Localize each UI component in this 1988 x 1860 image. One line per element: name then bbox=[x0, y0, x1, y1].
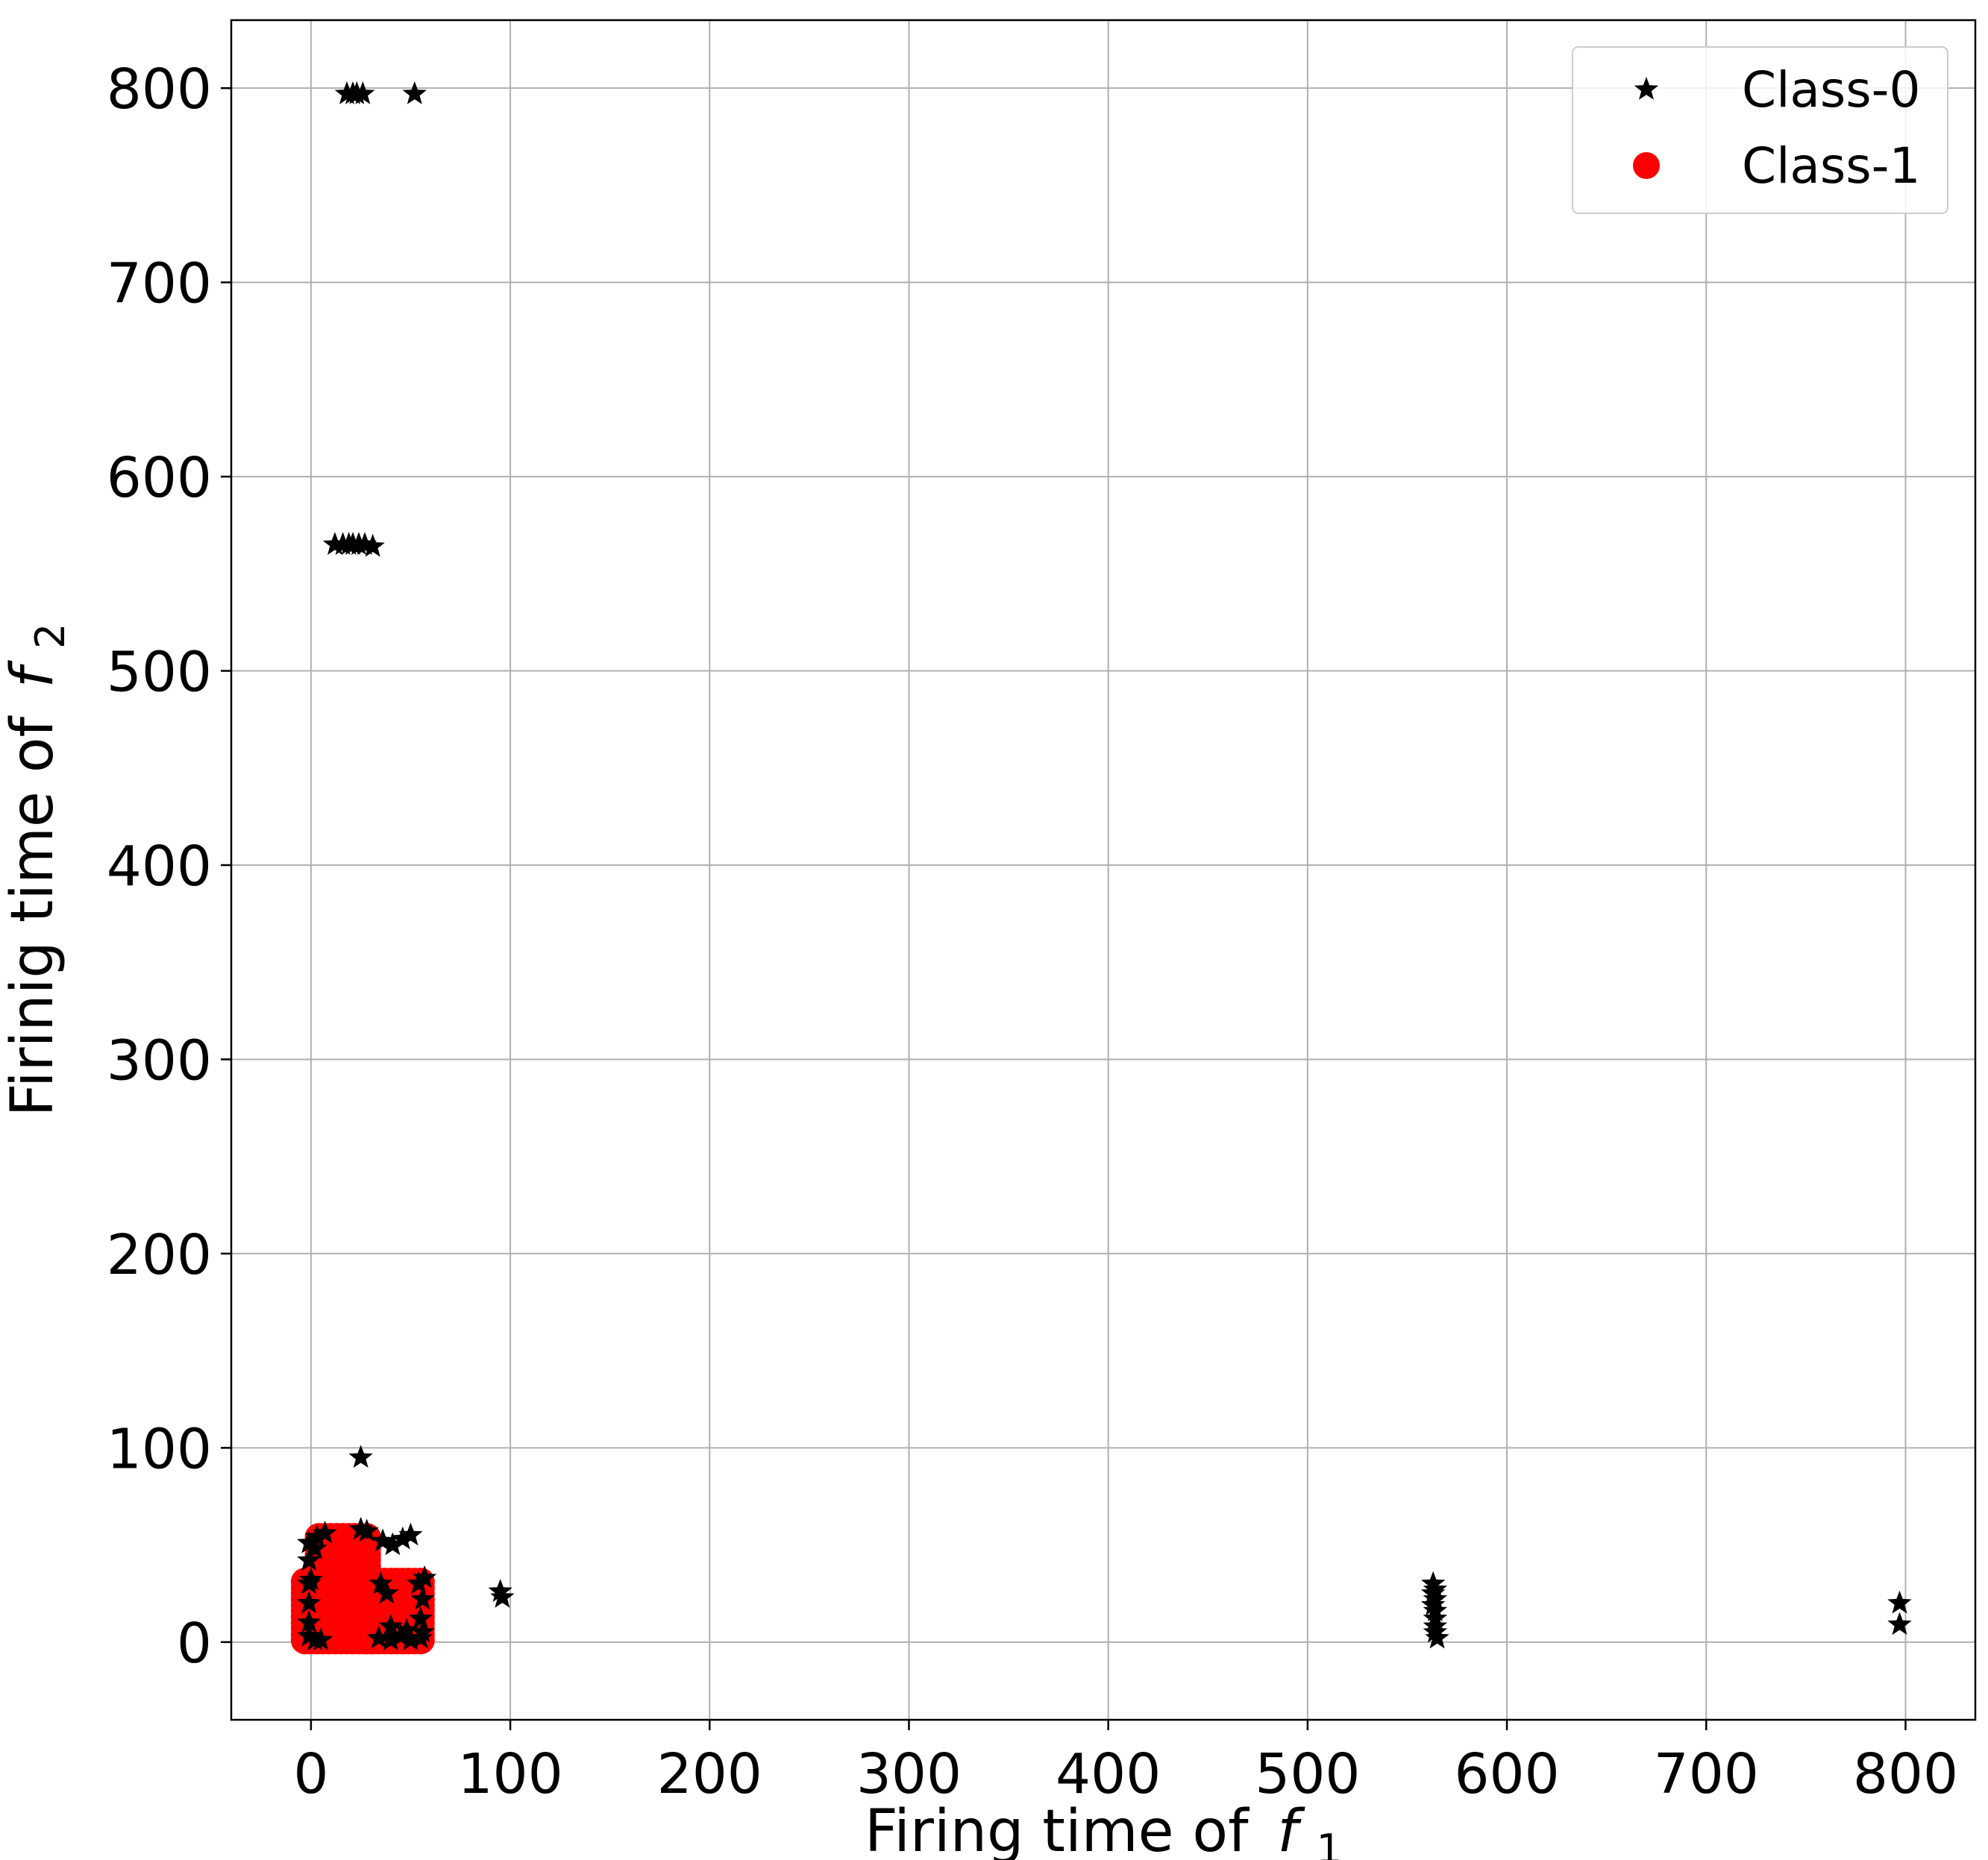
y-tick-label: 500 bbox=[107, 641, 212, 705]
x-tick-label: 100 bbox=[457, 1742, 562, 1806]
y-tick-label: 400 bbox=[107, 835, 212, 899]
class-0-point bbox=[398, 1522, 423, 1546]
y-axis-label-text: Firinig time of bbox=[0, 716, 66, 1117]
class-0-point bbox=[410, 1586, 435, 1610]
class-0-point bbox=[297, 1571, 322, 1594]
x-axis-label-subscript: 1 bbox=[1317, 1826, 1342, 1860]
class-0-point bbox=[304, 1524, 330, 1548]
x-tick-label: 0 bbox=[293, 1742, 328, 1806]
y-tick-label: 600 bbox=[107, 446, 212, 510]
class-0-point bbox=[389, 1624, 413, 1647]
class-0-point bbox=[297, 1590, 322, 1614]
class-0-point bbox=[374, 1580, 399, 1604]
y-tick-label: 0 bbox=[177, 1612, 212, 1676]
class-0-point bbox=[407, 1571, 431, 1594]
class-0-point bbox=[490, 1584, 515, 1608]
y-tick-label: 700 bbox=[107, 252, 212, 316]
x-tick-label: 400 bbox=[1056, 1742, 1161, 1806]
class-0-point bbox=[303, 1536, 327, 1559]
x-tick-label: 300 bbox=[856, 1742, 962, 1806]
grid bbox=[231, 20, 1975, 1720]
x-tick-label: 500 bbox=[1255, 1742, 1360, 1806]
class-0-point bbox=[348, 1516, 373, 1540]
class-0-point bbox=[297, 1548, 322, 1571]
x-tick-label: 600 bbox=[1454, 1742, 1559, 1806]
class-0-point bbox=[1425, 1625, 1449, 1649]
class-0-point bbox=[370, 1528, 395, 1552]
y-tick-label: 100 bbox=[107, 1417, 212, 1481]
class-0-point bbox=[366, 1625, 391, 1649]
class-0-point bbox=[402, 81, 427, 104]
class-0-point bbox=[297, 1624, 322, 1647]
class-0-point bbox=[410, 1619, 435, 1643]
x-axis-label: Firing time of f 1 bbox=[865, 1798, 1342, 1860]
class-0-point bbox=[408, 1606, 433, 1630]
y-tick-label: 200 bbox=[107, 1223, 212, 1287]
class-0-points bbox=[297, 81, 1912, 1650]
class-0-point bbox=[413, 1565, 437, 1589]
class-0-point bbox=[351, 81, 375, 104]
class-0-point bbox=[360, 533, 385, 557]
x-tick-label: 800 bbox=[1853, 1742, 1958, 1806]
class-0-point bbox=[378, 1627, 403, 1650]
class-0-point bbox=[1887, 1590, 1912, 1614]
class-0-point bbox=[369, 1571, 393, 1594]
x-axis-label-text: Firing time of bbox=[865, 1798, 1249, 1860]
plot-area-frame bbox=[230, 19, 1977, 1721]
class-0-point bbox=[297, 1530, 322, 1553]
class-0-point bbox=[395, 1618, 419, 1641]
y-axis-label-subscript: 2 bbox=[27, 623, 74, 649]
class-0-point bbox=[378, 1614, 403, 1637]
x-tick-label: 200 bbox=[657, 1742, 762, 1806]
legend-circle-marker bbox=[1633, 152, 1660, 179]
class-0-point bbox=[313, 1521, 337, 1544]
class-0-point bbox=[309, 1627, 333, 1650]
y-axis-label: Firinig time of f 2 bbox=[0, 623, 74, 1117]
x-axis-label-variable: f bbox=[1277, 1798, 1305, 1860]
class-0-point bbox=[1887, 1612, 1912, 1636]
class-0-point bbox=[380, 1532, 405, 1556]
legend: Class-0 Class-1 bbox=[1572, 46, 1948, 214]
class-0-point bbox=[390, 1526, 415, 1550]
class-0-point bbox=[398, 1627, 423, 1650]
legend-box bbox=[1572, 46, 1948, 214]
y-axis-label-variable: f bbox=[0, 659, 66, 688]
class-0-point bbox=[297, 1609, 322, 1633]
legend-label-class-0: Class-0 bbox=[1742, 61, 1920, 119]
y-tick-label: 800 bbox=[107, 57, 212, 122]
x-tick-label: 700 bbox=[1654, 1742, 1759, 1806]
y-tick-label: 300 bbox=[107, 1028, 212, 1093]
class-0-point bbox=[348, 1445, 373, 1468]
legend-star-marker bbox=[1634, 77, 1659, 100]
axis-ticks: 0 100 200 300 400 500 600 700 800 0 100 200 300 400 50… bbox=[107, 57, 1958, 1806]
legend-label-class-1: Class-1 bbox=[1742, 137, 1920, 195]
